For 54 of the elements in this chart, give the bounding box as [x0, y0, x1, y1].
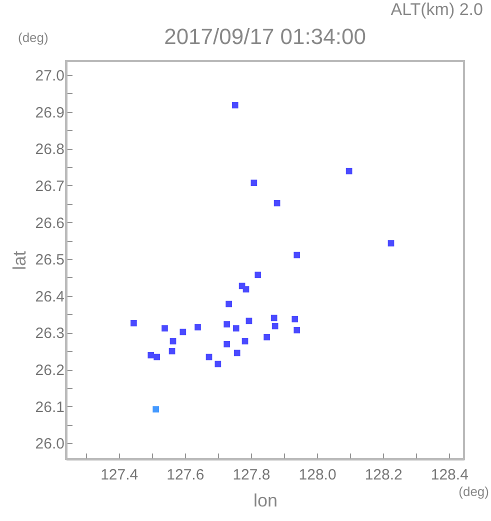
y-tick-label: 26.2 — [35, 362, 64, 380]
x-tick-label: 127.6 — [166, 466, 204, 484]
point — [294, 252, 300, 258]
point — [346, 168, 352, 174]
point — [232, 325, 240, 332]
point — [206, 354, 212, 360]
point — [254, 272, 262, 278]
text: ALT(km) 2.0 — [390, 0, 483, 20]
y-tick-label: 26.3 — [35, 325, 64, 342]
point — [224, 340, 230, 348]
point — [226, 300, 232, 308]
point — [154, 354, 160, 360]
x-tick-label: 127.4 — [100, 466, 138, 484]
y-tick-label: 26.9 — [35, 104, 64, 122]
point — [272, 322, 278, 330]
y-tick-label: 26.5 — [35, 252, 64, 269]
point — [242, 286, 250, 292]
point — [170, 338, 176, 344]
point — [234, 350, 240, 356]
x-tick-label: 128.2 — [364, 466, 402, 484]
text: (deg) — [458, 484, 489, 499]
y-tick-label: 26.4 — [35, 288, 64, 306]
x-tick-label: 127.8 — [232, 466, 270, 484]
point — [152, 406, 159, 412]
point — [214, 360, 222, 368]
point — [388, 240, 394, 246]
point — [148, 352, 154, 358]
point — [232, 102, 238, 108]
text: (deg) — [18, 30, 48, 45]
point — [274, 200, 280, 206]
chart-title: 2017/09/17 01:34:00 — [164, 24, 366, 49]
point — [168, 348, 176, 354]
y-tick-label: 26.8 — [35, 141, 64, 158]
point — [250, 180, 258, 186]
y-tick-label: 27.0 — [35, 67, 64, 84]
y-tick-label: 26.1 — [35, 398, 64, 416]
point — [270, 314, 278, 322]
x-tick-label: 128.4 — [430, 466, 468, 484]
point — [246, 318, 252, 324]
y-tick-label: 26.0 — [35, 436, 64, 453]
point — [224, 321, 230, 328]
point — [292, 316, 298, 322]
y-tick-label: 26.6 — [35, 214, 64, 232]
x-axis-title: lon — [253, 490, 278, 510]
y-axis-title: lat — [9, 250, 30, 270]
point — [264, 334, 270, 340]
point — [242, 338, 248, 344]
point — [180, 328, 186, 336]
x-tick-label: 128.0 — [298, 466, 336, 484]
point — [294, 326, 300, 334]
point — [130, 320, 137, 326]
point — [162, 325, 168, 332]
y-tick-label: 26.7 — [35, 178, 64, 195]
point — [194, 324, 201, 330]
